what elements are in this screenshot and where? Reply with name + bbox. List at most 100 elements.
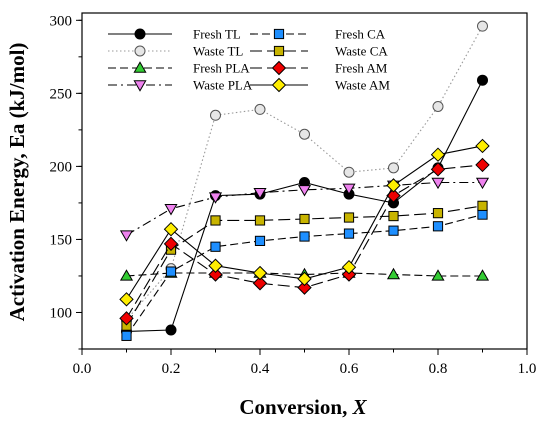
data-point-waste-tl [254, 103, 266, 115]
x-tick-label: 0.6 [340, 361, 359, 377]
data-point-waste-am [208, 258, 223, 273]
y-tick-label: 100 [50, 305, 73, 321]
x-tick-label: 0.0 [73, 361, 92, 377]
axes: 0.0 0.2 0.4 0.6 0.8 1.0 100 150 200 250 300 [50, 12, 537, 377]
x-tick-label: 0.8 [429, 361, 448, 377]
data-point-waste-pla [119, 230, 134, 242]
x-axis-title-text: Conversion, [239, 395, 352, 419]
data-point-waste-ca [477, 200, 488, 211]
legend-label-waste-pla: Waste PLA [193, 78, 253, 93]
data-point-waste-pla [475, 177, 490, 190]
legend-label-waste-tl: Waste TL [193, 44, 243, 59]
data-point-waste-am [252, 265, 268, 281]
data-point-waste-pla [431, 177, 445, 190]
legend-label-waste-am: Waste AM [335, 78, 390, 93]
series-fresh-am [119, 157, 490, 326]
data-point-waste-am [163, 222, 179, 237]
data-point-fresh-am [119, 311, 134, 326]
data-point-fresh-pla [386, 267, 401, 280]
data-point-waste-am [430, 147, 446, 162]
legend-item-waste-tl: Waste TL [108, 44, 243, 59]
x-tick-label: 0.2 [162, 361, 181, 377]
data-point-waste-am [386, 178, 401, 193]
data-point-waste-ca [254, 215, 266, 226]
data-point-fresh-ca [121, 330, 132, 341]
legend-item-waste-pla: Waste PLA [108, 78, 253, 93]
data-point-fresh-am [208, 267, 223, 282]
legend-marker-waste-am [271, 77, 287, 93]
legend-label-waste-ca: Waste CA [335, 44, 388, 59]
y-axis-title: Activation Energy, Ea (kJ/mol) [5, 43, 29, 322]
legend-item-fresh-tl: Fresh TL [108, 27, 241, 42]
data-point-waste-tl [299, 128, 310, 140]
legend-label-fresh-tl: Fresh TL [193, 27, 241, 42]
data-point-waste-pla [208, 192, 223, 204]
data-point-waste-pla [253, 187, 267, 200]
data-point-waste-am [341, 259, 357, 275]
legend-item-fresh-ca: Fresh CA [250, 27, 386, 42]
legend-marker-waste-ca [273, 45, 285, 57]
data-point-waste-tl [432, 100, 444, 112]
y-tick-label: 150 [50, 232, 73, 248]
legend-label-fresh-pla: Fresh PLA [193, 61, 250, 76]
data-point-waste-am [297, 271, 312, 287]
x-tick-label: 0.4 [251, 361, 270, 377]
data-point-waste-pla [342, 183, 356, 196]
data-point-waste-pla [297, 185, 312, 197]
data-point-waste-ca [210, 215, 221, 226]
data-point-fresh-ca [165, 266, 177, 277]
legend-marker-fresh-tl [134, 28, 146, 40]
plot-area [119, 20, 490, 341]
data-point-fresh-am [163, 236, 179, 252]
data-point-fresh-tl [477, 74, 488, 86]
data-point-waste-tl [343, 166, 355, 178]
data-point-fresh-ca [343, 228, 355, 239]
data-point-fresh-ca [210, 241, 221, 252]
legend-marker-fresh-ca [273, 28, 285, 40]
data-point-fresh-am [297, 280, 312, 295]
data-point-waste-am [475, 138, 490, 154]
data-point-waste-ca [299, 213, 310, 225]
x-axis-title-variable: X [352, 395, 368, 419]
y-tick-label: 250 [50, 86, 73, 102]
data-point-fresh-pla [119, 269, 134, 281]
series-waste-am [119, 138, 490, 307]
data-point-fresh-pla [475, 269, 490, 281]
data-point-waste-tl [210, 109, 221, 121]
legend-item-fresh-am: Fresh AM [250, 61, 388, 76]
data-point-waste-tl [388, 162, 399, 174]
legend-item-fresh-pla: Fresh PLA [108, 61, 250, 76]
series-line-waste-tl [126, 25, 483, 321]
data-point-fresh-pla [431, 269, 445, 281]
data-point-waste-ca [343, 212, 355, 223]
legend-marker-waste-tl [134, 45, 146, 57]
data-point-waste-ca [432, 208, 444, 219]
data-point-fresh-tl [165, 324, 177, 336]
series-waste-ca [121, 200, 488, 331]
legend-label-fresh-am: Fresh AM [335, 61, 388, 76]
legend-item-waste-ca: Waste CA [250, 44, 388, 59]
data-point-fresh-am [430, 162, 446, 177]
data-point-fresh-ca [477, 209, 488, 220]
data-point-fresh-am [475, 157, 490, 173]
series-line-waste-pla [126, 181, 483, 236]
data-point-fresh-ca [299, 231, 310, 242]
data-point-fresh-am [252, 276, 268, 291]
legend: Fresh TL Waste TL Fresh PLA Waste PLA Fresh … [108, 27, 390, 93]
x-tick-label: 1.0 [518, 361, 537, 377]
data-point-waste-ca [388, 210, 399, 222]
data-point-fresh-ca [388, 225, 399, 236]
data-point-fresh-ca [254, 235, 266, 246]
data-point-fresh-ca [432, 221, 444, 232]
data-point-waste-pla [164, 204, 178, 216]
legend-label-fresh-ca: Fresh CA [335, 27, 386, 42]
x-axis-title: Conversion, X [239, 395, 367, 419]
legend-marker-waste-pla [133, 80, 147, 92]
legend-marker-fresh-am [271, 60, 287, 76]
series-fresh-ca [121, 209, 488, 341]
data-point-waste-tl [477, 20, 488, 32]
data-point-fresh-am [341, 267, 357, 282]
data-point-waste-am [119, 292, 134, 307]
